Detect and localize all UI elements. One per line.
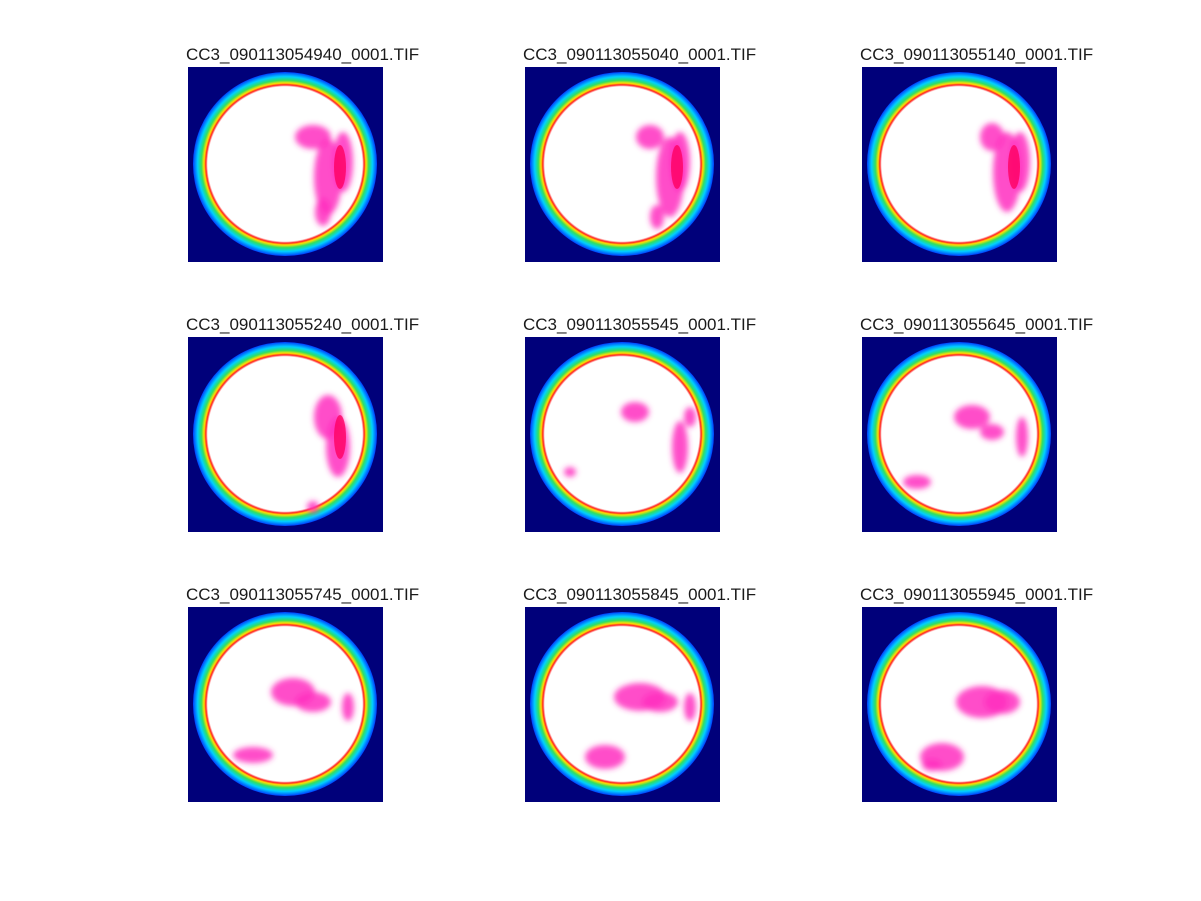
panel-title: CC3_090113055845_0001.TIF — [523, 585, 757, 604]
sun-glare — [671, 145, 683, 189]
cloud — [585, 745, 625, 769]
cloud — [636, 125, 664, 149]
horizon-ring — [193, 342, 377, 526]
cloud — [684, 693, 696, 721]
cloud — [954, 405, 990, 429]
panel-title: CC3_090113055745_0001.TIF — [186, 585, 420, 604]
panel-title: CC3_090113055645_0001.TIF — [860, 315, 1094, 334]
cloud — [980, 424, 1004, 440]
sky-camera-image — [862, 337, 1057, 532]
fisheye-drawing — [862, 337, 1057, 532]
cloud — [315, 198, 331, 226]
sky-camera-image — [525, 67, 720, 262]
sky-camera-image — [525, 337, 720, 532]
cloud — [642, 692, 678, 712]
sky-camera-image — [862, 607, 1057, 802]
cloud — [295, 692, 331, 712]
sun-glare — [1008, 145, 1020, 189]
panel-title: CC3_090113055240_0001.TIF — [186, 315, 420, 334]
cloud — [903, 475, 931, 489]
fisheye-drawing — [862, 67, 1057, 262]
sky-camera-image — [188, 607, 383, 802]
fisheye-drawing — [188, 607, 383, 802]
sun-glare — [334, 415, 346, 459]
sky-camera-image — [525, 607, 720, 802]
sky-camera-image — [188, 67, 383, 262]
cloud — [984, 690, 1020, 714]
cloud — [684, 407, 696, 427]
fisheye-drawing — [862, 607, 1057, 802]
cloud — [564, 467, 576, 477]
cloud — [650, 205, 664, 229]
panel-title: CC3_090113055040_0001.TIF — [523, 45, 757, 64]
sky-camera-image — [188, 337, 383, 532]
cloud — [672, 421, 688, 473]
cloud — [1016, 417, 1028, 457]
fisheye-drawing — [188, 67, 383, 262]
horizon-ring — [530, 342, 714, 526]
fisheye-drawing — [525, 337, 720, 532]
cloud — [621, 402, 649, 422]
cloud — [233, 747, 273, 763]
panel-title: CC3_090113054940_0001.TIF — [186, 45, 420, 64]
cloud — [342, 693, 354, 721]
sun-glare — [334, 145, 346, 189]
cloud — [922, 759, 942, 771]
panel-title: CC3_090113055545_0001.TIF — [523, 315, 757, 334]
panel-title: CC3_090113055140_0001.TIF — [860, 45, 1094, 64]
fisheye-drawing — [188, 337, 383, 532]
fisheye-drawing — [525, 67, 720, 262]
fisheye-drawing — [525, 607, 720, 802]
sky-camera-image — [862, 67, 1057, 262]
cloud — [307, 501, 319, 513]
panel-title: CC3_090113055945_0001.TIF — [860, 585, 1094, 604]
